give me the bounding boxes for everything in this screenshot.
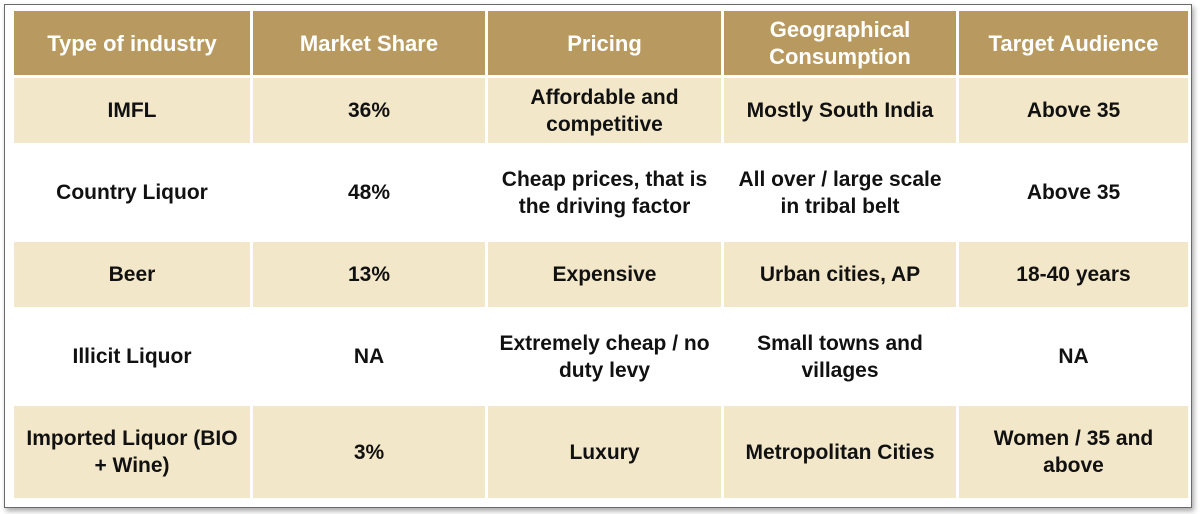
table-row: Illicit Liquor NA Extremely cheap / no d… bbox=[14, 310, 1188, 406]
table-row: IMFL 36% Affordable and competitive Most… bbox=[14, 78, 1188, 146]
cell-market-share: 36% bbox=[253, 78, 485, 146]
header-pricing: Pricing bbox=[488, 11, 721, 78]
cell-geography: All over / large scale in tribal belt bbox=[724, 146, 956, 242]
header-target-audience: Target Audience bbox=[959, 11, 1188, 78]
table-row: Beer 13% Expensive Urban cities, AP 18-4… bbox=[14, 242, 1188, 310]
cell-market-share: 48% bbox=[253, 146, 485, 242]
cell-type: IMFL bbox=[14, 78, 250, 146]
cell-market-share: NA bbox=[253, 310, 485, 406]
table-row: Imported Liquor (BIO + Wine) 3% Luxury M… bbox=[14, 406, 1188, 501]
cell-pricing: Expensive bbox=[488, 242, 721, 310]
cell-geography: Small towns and villages bbox=[724, 310, 956, 406]
cell-geography: Mostly South India bbox=[724, 78, 956, 146]
cell-market-share: 13% bbox=[253, 242, 485, 310]
cell-pricing: Affordable and competitive bbox=[488, 78, 721, 146]
cell-type: Country Liquor bbox=[14, 146, 250, 242]
cell-type: Beer bbox=[14, 242, 250, 310]
header-type-of-industry: Type of industry bbox=[14, 11, 250, 78]
cell-type: Illicit Liquor bbox=[14, 310, 250, 406]
cell-market-share: 3% bbox=[253, 406, 485, 501]
cell-pricing: Luxury bbox=[488, 406, 721, 501]
cell-pricing: Extremely cheap / no duty levy bbox=[488, 310, 721, 406]
cell-audience: NA bbox=[959, 310, 1188, 406]
cell-audience: Above 35 bbox=[959, 146, 1188, 242]
cell-audience: Above 35 bbox=[959, 78, 1188, 146]
liquor-industry-table: Type of industry Market Share Pricing Ge… bbox=[11, 11, 1191, 501]
header-row: Type of industry Market Share Pricing Ge… bbox=[14, 11, 1188, 78]
cell-audience: Women / 35 and above bbox=[959, 406, 1188, 501]
table-frame: Type of industry Market Share Pricing Ge… bbox=[4, 4, 1192, 508]
header-geographical-consumption: Geographical Consumption bbox=[724, 11, 956, 78]
cell-geography: Urban cities, AP bbox=[724, 242, 956, 310]
cell-pricing: Cheap prices, that is the driving factor bbox=[488, 146, 721, 242]
table-row: Country Liquor 48% Cheap prices, that is… bbox=[14, 146, 1188, 242]
cell-type: Imported Liquor (BIO + Wine) bbox=[14, 406, 250, 501]
cell-geography: Metropolitan Cities bbox=[724, 406, 956, 501]
header-market-share: Market Share bbox=[253, 11, 485, 78]
cell-audience: 18-40 years bbox=[959, 242, 1188, 310]
